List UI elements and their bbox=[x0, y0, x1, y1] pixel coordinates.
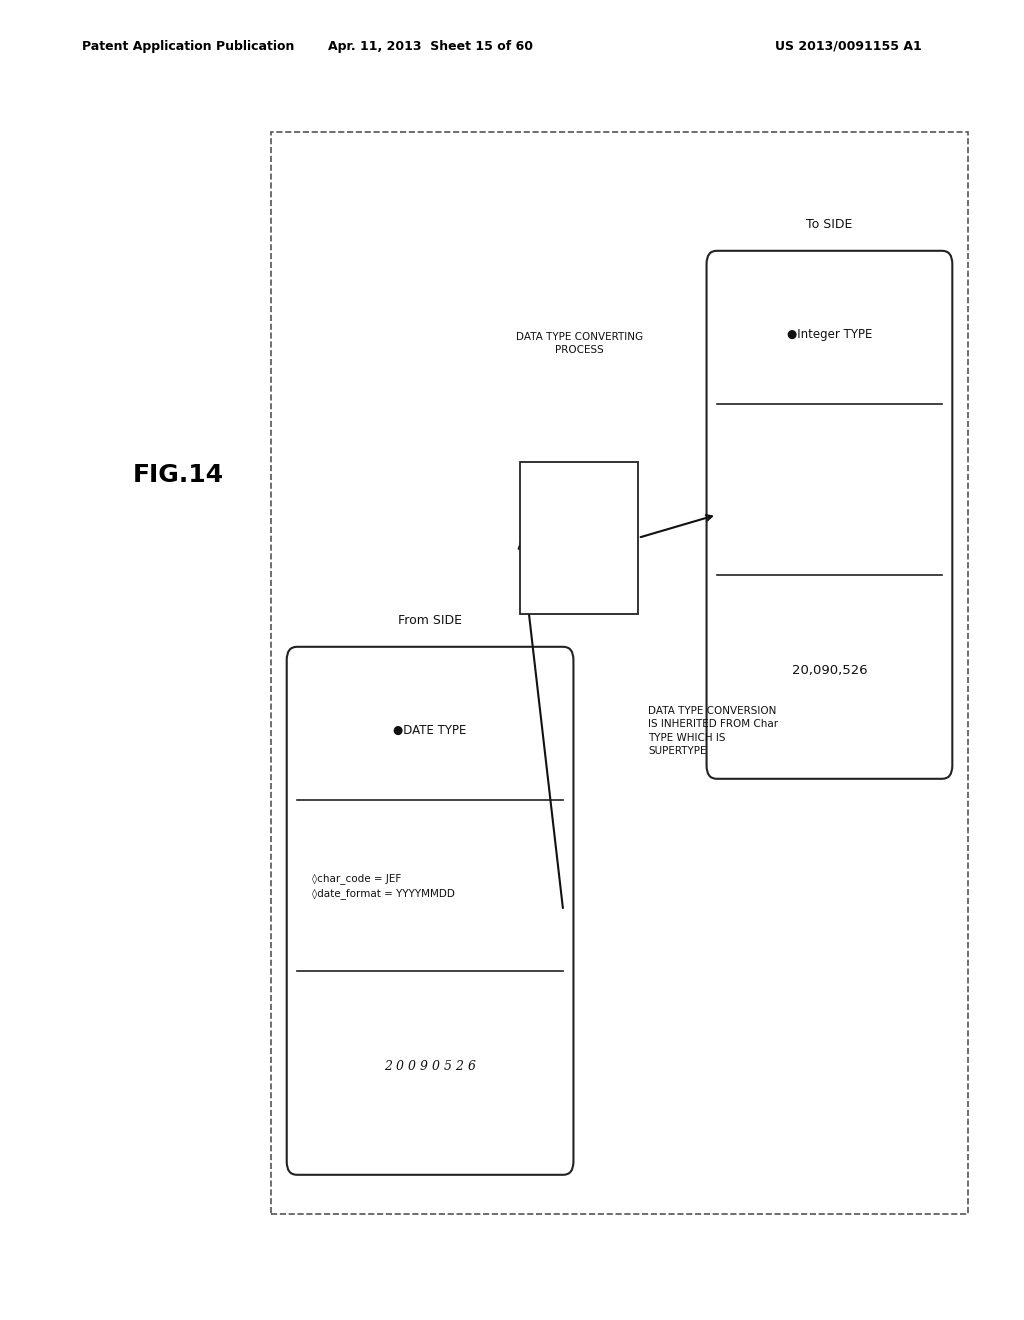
Text: Patent Application Publication: Patent Application Publication bbox=[82, 40, 294, 53]
Text: 2 0 0 9 0 5 2 6: 2 0 0 9 0 5 2 6 bbox=[384, 1060, 476, 1073]
Text: From SIDE: From SIDE bbox=[398, 614, 462, 627]
Text: FIG.14: FIG.14 bbox=[133, 463, 224, 487]
FancyBboxPatch shape bbox=[287, 647, 573, 1175]
Text: 20,090,526: 20,090,526 bbox=[792, 664, 867, 677]
FancyBboxPatch shape bbox=[520, 462, 638, 614]
Text: ●Integer TYPE: ●Integer TYPE bbox=[786, 327, 872, 341]
Text: DATA TYPE CONVERTING
PROCESS: DATA TYPE CONVERTING PROCESS bbox=[515, 331, 643, 355]
Text: ◊char_code = JEF
◊date_format = YYYYMMDD: ◊char_code = JEF ◊date_format = YYYYMMDD bbox=[312, 873, 456, 899]
Text: US 2013/0091155 A1: US 2013/0091155 A1 bbox=[775, 40, 922, 53]
Text: CHARACTER-TO-
INTEGER
CONVERSION: CHARACTER-TO- INTEGER CONVERSION bbox=[540, 520, 618, 556]
Text: ●DATE TYPE: ●DATE TYPE bbox=[393, 723, 467, 737]
Text: To SIDE: To SIDE bbox=[806, 218, 853, 231]
Text: DATA TYPE CONVERSION
IS INHERITED FROM Char
TYPE WHICH IS
SUPERTYPE: DATA TYPE CONVERSION IS INHERITED FROM C… bbox=[648, 706, 778, 756]
FancyBboxPatch shape bbox=[707, 251, 952, 779]
Text: Apr. 11, 2013  Sheet 15 of 60: Apr. 11, 2013 Sheet 15 of 60 bbox=[328, 40, 532, 53]
